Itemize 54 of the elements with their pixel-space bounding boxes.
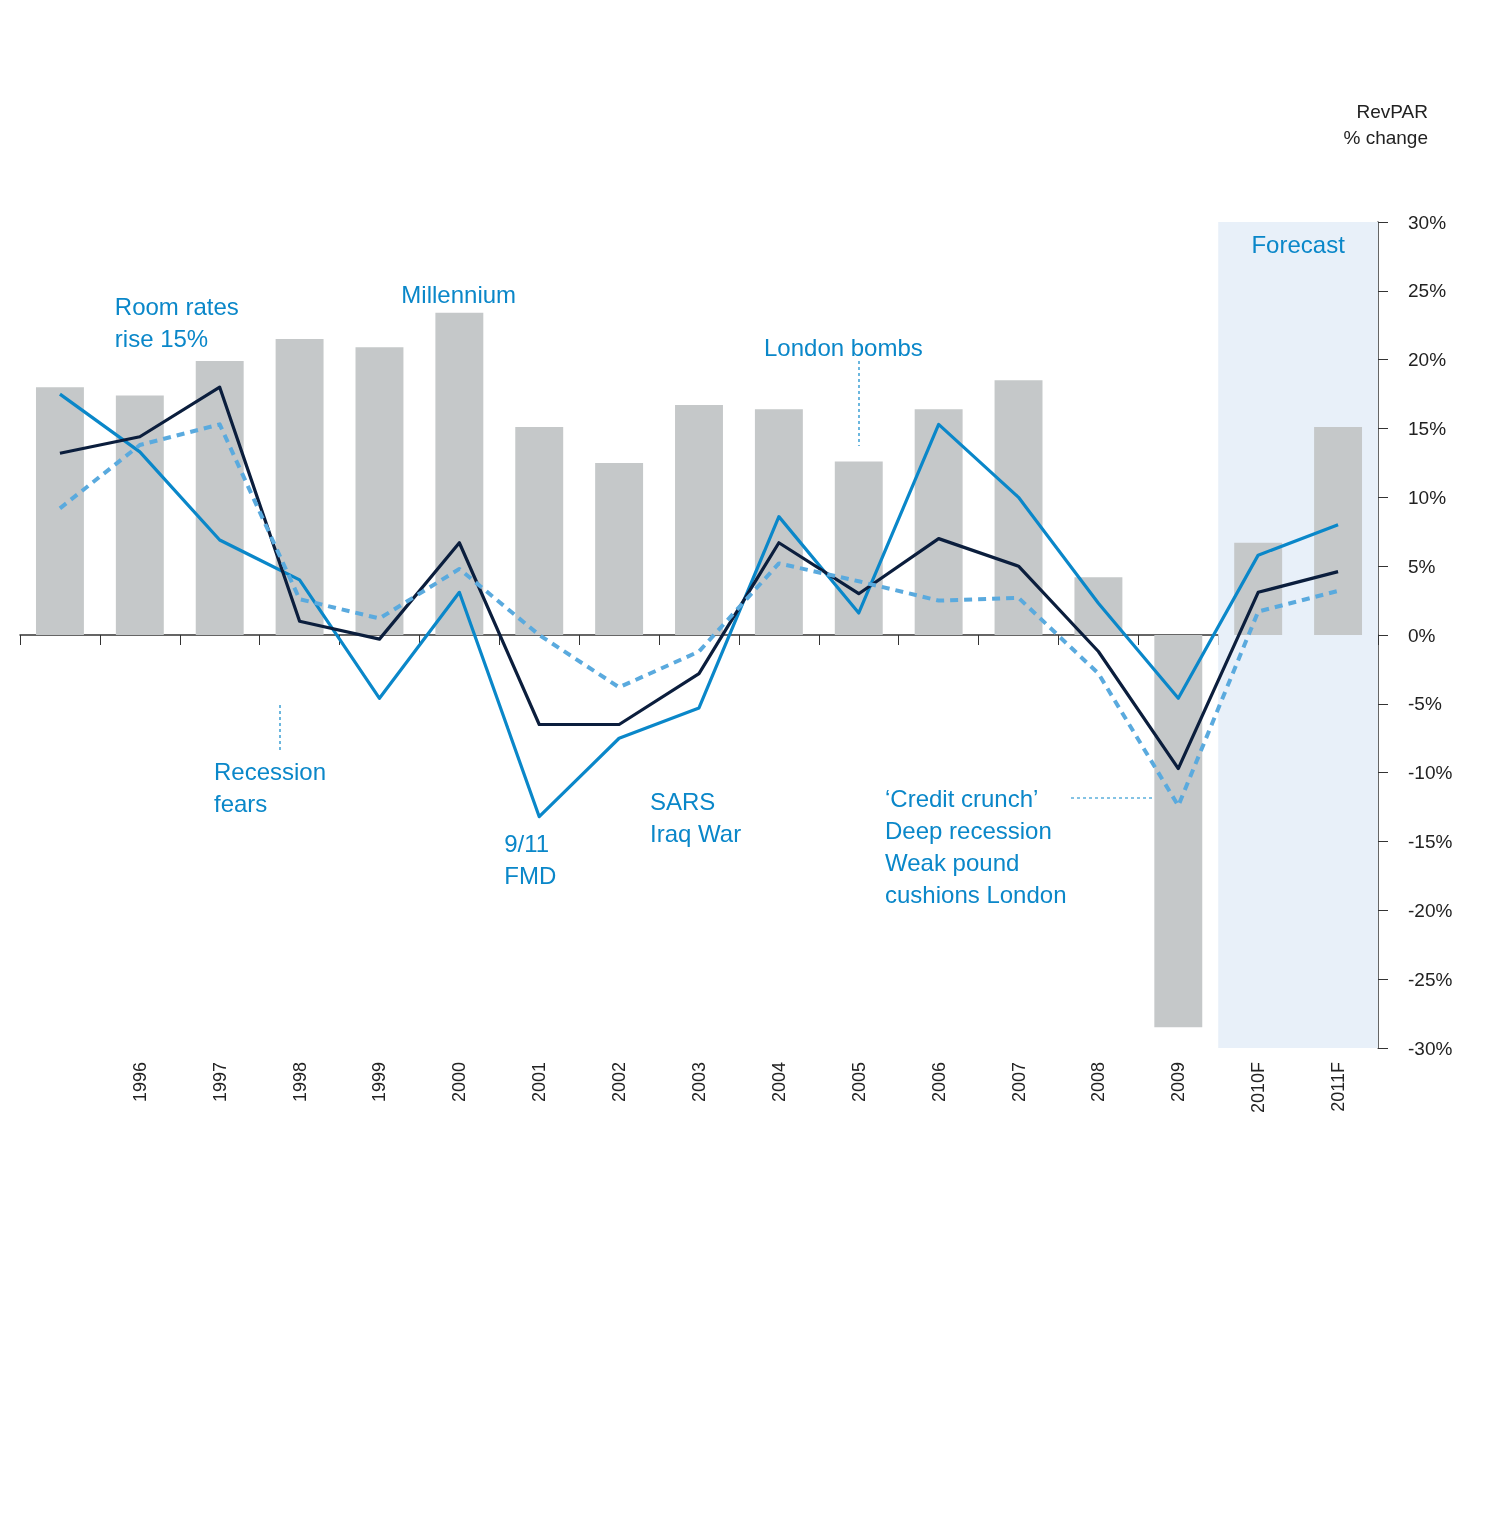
bar	[994, 380, 1043, 635]
bar	[515, 427, 564, 635]
annotation: 9/11 FMD	[504, 830, 557, 890]
x-tick-label: 2008	[1088, 1062, 1109, 1103]
x-tick-label: 1999	[369, 1062, 390, 1103]
annotation: SARS Iraq War	[650, 787, 742, 847]
x-tick-label: 2002	[609, 1062, 630, 1103]
bar	[914, 409, 963, 635]
bar	[275, 339, 324, 635]
x-tick-label: 1997	[209, 1062, 230, 1103]
x-tick-label: 2000	[449, 1062, 470, 1103]
y-tick-label: 0%	[1408, 624, 1436, 646]
y-tick-label: -30%	[1408, 1037, 1453, 1059]
y-tick-label: 30%	[1408, 211, 1447, 233]
annotation: Room rates rise 15%	[114, 292, 239, 352]
x-tick-label: 2009	[1168, 1062, 1189, 1103]
y-tick-label: -25%	[1408, 968, 1453, 990]
x-tick-label: 2007	[1008, 1062, 1029, 1103]
x-tick-label: 1998	[289, 1062, 310, 1103]
y-tick-label: 25%	[1408, 280, 1447, 302]
bar	[35, 387, 84, 635]
annotation: Recession fears	[214, 757, 327, 817]
x-tick-label: 2001	[529, 1062, 550, 1103]
y-tick-label: 20%	[1408, 349, 1447, 371]
annotation: London bombs	[764, 333, 923, 361]
x-tick-label: 2005	[848, 1062, 869, 1103]
bar	[115, 395, 164, 635]
x-tick-label: 2010F	[1248, 1062, 1269, 1114]
y-tick-label: -10%	[1408, 762, 1453, 784]
y-tick-label: -20%	[1408, 899, 1453, 921]
bar	[435, 312, 484, 635]
x-tick-label: 2006	[928, 1062, 949, 1103]
y-tick-label: -15%	[1408, 831, 1453, 852]
annotation: ‘Credit crunch’ Deep recession Weak pound cushions London	[885, 784, 1067, 908]
x-tick-label: 1996	[129, 1062, 150, 1103]
annotation: Millennium	[401, 281, 517, 309]
y-tick-label: -5%	[1408, 693, 1442, 715]
bar	[595, 462, 644, 635]
bar	[1314, 427, 1363, 635]
bar	[834, 461, 883, 635]
bar	[1154, 635, 1203, 1028]
y-tick-label: 10%	[1408, 486, 1447, 508]
bar	[675, 405, 723, 635]
bar	[1074, 577, 1123, 635]
bar	[754, 409, 803, 635]
y-axis-title: RevPAR % change	[1343, 100, 1428, 148]
x-tick-label: 2004	[768, 1062, 789, 1103]
band-label: Forecast	[1251, 230, 1346, 258]
bar	[355, 347, 404, 635]
y-tick-label: 15%	[1408, 418, 1447, 439]
x-tick-label: 2011F	[1328, 1062, 1349, 1112]
y-tick-label: 5%	[1408, 555, 1436, 577]
bar	[195, 361, 244, 635]
x-tick-label: 2003	[689, 1062, 709, 1103]
